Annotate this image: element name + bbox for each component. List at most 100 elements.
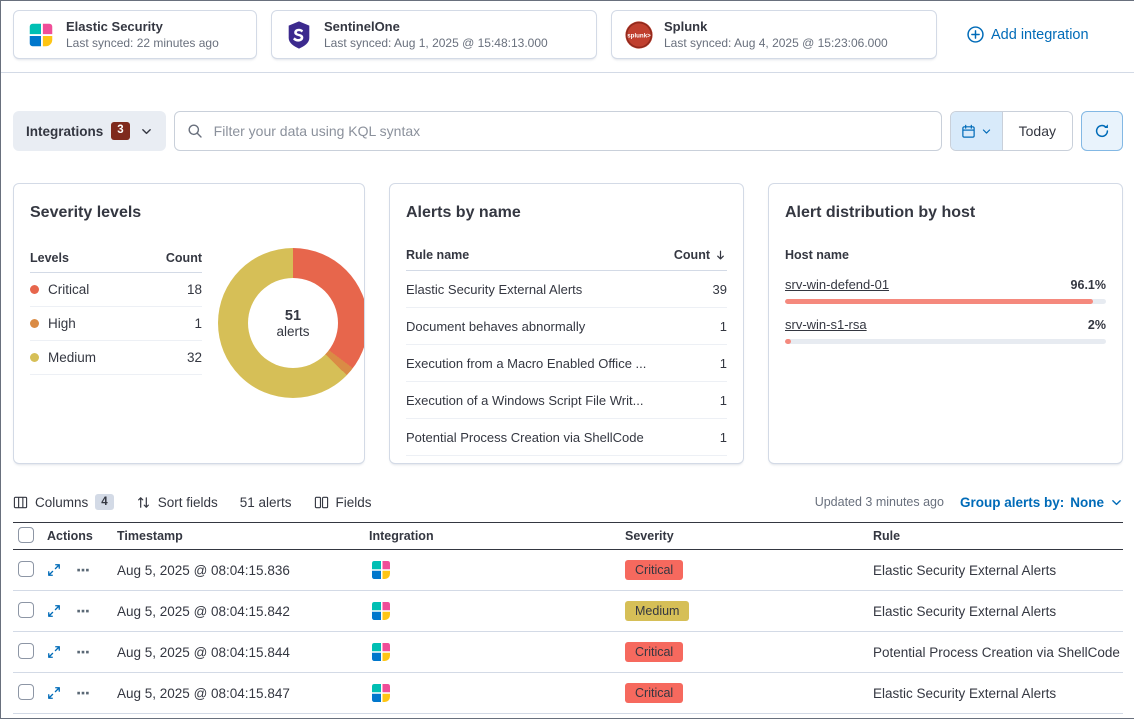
alert-rule: Elastic Security External Alerts [873, 685, 1057, 701]
refresh-button[interactable] [1081, 111, 1123, 151]
kql-search-box[interactable] [173, 111, 942, 151]
columns-button[interactable]: Columns 4 [13, 494, 114, 510]
host-row: srv-win-defend-01 96.1% [785, 277, 1106, 304]
group-alerts-by-dropdown[interactable]: Group alerts by: None [960, 495, 1123, 510]
alert-rule: Elastic Security External Alerts [873, 603, 1057, 619]
integration-card-elastic-security[interactable]: Elastic Security Last synced: 22 minutes… [13, 10, 257, 59]
rule-count: 1 [719, 355, 727, 371]
host-bar-track [785, 299, 1106, 304]
integration-card-sentinelone[interactable]: SentinelOne Last synced: Aug 1, 2025 @ 1… [271, 10, 597, 59]
elastic-integration-icon [369, 558, 393, 582]
alert-name-row: Elastic Security External Alerts 39 [406, 271, 727, 308]
integration-title: SentinelOne [324, 18, 400, 34]
alert-name-row: Execution of a Windows Script File Writ.… [406, 382, 727, 419]
count-col: Count [673, 248, 710, 262]
alerts-count-text: 51 alerts [239, 494, 292, 510]
more-actions-icon[interactable] [76, 686, 90, 700]
integration-last-synced: Last synced: Aug 4, 2025 @ 15:23:06.000 [664, 36, 888, 51]
row-checkbox[interactable] [18, 683, 34, 700]
expand-alert-icon[interactable] [47, 645, 61, 659]
severity-col-count: Count [165, 251, 202, 265]
severity-table: Levels Count Critical 18 High 1 [30, 244, 202, 375]
alert-row: Aug 5, 2025 @ 08:04:15.844 Critical Pote… [13, 632, 1123, 673]
add-integration-label: Add integration [991, 26, 1089, 43]
alert-rule: Elastic Security External Alerts [873, 562, 1057, 578]
count-col-group[interactable]: Count [674, 248, 727, 262]
alert-row: Aug 5, 2025 @ 08:04:15.836 Critical Elas… [13, 550, 1123, 591]
host-line: srv-win-s1-rsa 2% [785, 317, 1106, 332]
columns-label: Columns [35, 494, 89, 510]
severity-levels-panel: Severity levels Levels Count Critical 18… [13, 183, 365, 464]
elastic-security-logo-icon [26, 20, 56, 50]
more-actions-icon[interactable] [76, 563, 90, 577]
alert-row: Aug 5, 2025 @ 08:04:15.847 Critical Elas… [13, 673, 1123, 714]
row-checkbox[interactable] [18, 642, 34, 659]
host-percentage: 2% [1087, 318, 1106, 332]
calendar-icon [961, 124, 976, 139]
fields-label: Fields [335, 494, 372, 510]
alerts-table-header: Actions Timestamp Integration Severity R… [13, 522, 1123, 550]
date-picker-button[interactable] [950, 112, 1003, 150]
severity-donut: 51 alerts [218, 248, 364, 398]
alerts-by-name-header: Rule name Count [406, 240, 727, 271]
rule-name: Execution from a Macro Enabled Office ..… [406, 355, 647, 371]
rule-name: Document behaves abnormally [406, 318, 586, 334]
toolbar-right-group: Updated 3 minutes ago Group alerts by: N… [815, 495, 1123, 510]
more-actions-icon[interactable] [76, 645, 90, 659]
row-checkbox[interactable] [18, 560, 34, 577]
integrations-filter-button[interactable]: Integrations 3 [13, 111, 166, 151]
alert-name-row: Document behaves abnormally 1 [406, 308, 727, 345]
host-name-link[interactable]: srv-win-s1-rsa [785, 317, 867, 332]
chevron-down-icon [981, 126, 992, 137]
expand-alert-icon[interactable] [47, 604, 61, 618]
severity-dot [30, 285, 39, 294]
kql-search-input[interactable] [211, 122, 929, 140]
more-actions-icon[interactable] [76, 604, 90, 618]
updated-text: Updated 3 minutes ago [814, 495, 944, 509]
severity-row: High 1 [30, 307, 202, 341]
rule-count: 1 [719, 392, 727, 408]
sentinelone-logo-icon [284, 20, 314, 50]
add-integration-button[interactable]: Add integration [967, 26, 1089, 43]
host-percentage: 96.1% [1070, 278, 1106, 292]
row-actions [47, 563, 117, 577]
alert-name-row: Potential Process Creation via ShellCode… [406, 419, 727, 456]
search-icon [187, 123, 203, 139]
today-button[interactable]: Today [1002, 112, 1072, 150]
header-severity: Severity [625, 529, 674, 543]
rule-name-col: Rule name [406, 248, 470, 262]
severity-row: Medium 32 [30, 341, 202, 375]
host-row: srv-win-s1-rsa 2% [785, 317, 1106, 344]
row-actions [47, 604, 117, 618]
severity-count: 1 [194, 316, 202, 331]
sort-fields-icon [136, 495, 151, 510]
row-checkbox[interactable] [18, 601, 34, 618]
sort-fields-button[interactable]: Sort fields [136, 495, 218, 510]
rule-count: 1 [719, 429, 727, 445]
alert-distribution-by-host-panel: Alert distribution by host Host name srv… [768, 183, 1123, 464]
fields-button[interactable]: Fields [314, 495, 372, 510]
select-all-checkbox[interactable] [18, 526, 34, 543]
expand-alert-icon[interactable] [47, 563, 61, 577]
panel-title: Severity levels [30, 204, 142, 221]
severity-label: High [48, 316, 76, 331]
rule-count: 39 [712, 281, 727, 297]
integration-card-splunk[interactable]: Splunk Last synced: Aug 4, 2025 @ 15:23:… [611, 10, 937, 59]
row-actions [47, 686, 117, 700]
severity-table-header: Levels Count [30, 244, 202, 273]
host-name-link[interactable]: srv-win-defend-01 [785, 277, 890, 292]
expand-alert-icon[interactable] [47, 686, 61, 700]
severity-badge: Critical [625, 642, 684, 662]
plus-circle-icon [967, 26, 984, 43]
row-actions [47, 645, 117, 659]
host-name-col: Host name [785, 248, 849, 262]
donut-total: 51 [284, 307, 302, 324]
severity-col-levels: Levels [30, 251, 69, 265]
severity-badge: Critical [625, 560, 684, 580]
severity-badge: Medium [625, 601, 690, 621]
integration-last-synced: Last synced: 22 minutes ago [66, 36, 219, 51]
severity-row: Critical 18 [30, 273, 202, 307]
integration-card-text: SentinelOne Last synced: Aug 1, 2025 @ 1… [324, 19, 548, 50]
integration-card-text: Splunk Last synced: Aug 4, 2025 @ 15:23:… [664, 19, 888, 50]
severity-label: Critical [48, 282, 90, 297]
